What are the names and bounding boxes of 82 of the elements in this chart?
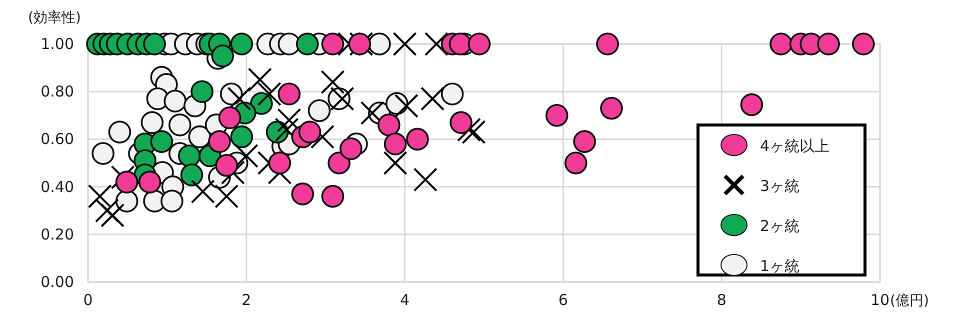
point (138, 170, 162, 194)
legend-label: 1ヶ統 (760, 257, 800, 275)
point (770, 32, 792, 56)
point (383, 151, 408, 175)
point (230, 32, 254, 56)
point (150, 130, 174, 153)
point (208, 130, 231, 153)
point (321, 32, 344, 56)
point (214, 184, 239, 208)
point (308, 99, 331, 122)
point (392, 32, 417, 56)
point (95, 198, 120, 223)
point (321, 184, 344, 208)
point (180, 164, 204, 186)
point (384, 132, 407, 156)
y-axis-title: (効率性) (28, 10, 81, 26)
y-tick-label: 0.40 (40, 178, 74, 196)
point (330, 86, 354, 111)
point (360, 101, 384, 126)
y-tick-label: 0.80 (40, 82, 74, 101)
x-tick-label: 2 (242, 291, 252, 309)
x-tick-label: 0 (83, 291, 93, 309)
point (600, 96, 623, 120)
point (440, 82, 464, 106)
point (274, 118, 299, 142)
point (413, 168, 438, 192)
point (218, 106, 242, 130)
y-tick-label: 0.60 (40, 130, 74, 148)
point (420, 86, 445, 111)
point (168, 114, 192, 136)
point (248, 68, 272, 92)
point (234, 144, 258, 168)
x-tick-label: 8 (716, 291, 726, 309)
point (368, 32, 391, 56)
point (190, 80, 214, 103)
point (596, 32, 619, 56)
x-tick-label: 6 (558, 291, 568, 309)
point (573, 130, 596, 153)
point (296, 32, 319, 56)
point (320, 70, 345, 94)
point (278, 82, 301, 106)
legend-label: 4ヶ統以上 (760, 137, 830, 155)
point (115, 170, 138, 194)
legend-label: 2ヶ統 (760, 217, 800, 235)
point (545, 104, 568, 127)
point (450, 111, 472, 134)
x-tick-label: 4 (400, 291, 410, 309)
point (268, 152, 292, 174)
point (88, 184, 112, 208)
point (164, 90, 187, 113)
point (740, 93, 764, 116)
x-tick-label: 10 (870, 291, 890, 309)
point (291, 182, 314, 206)
y-tick-label: 0.20 (40, 225, 74, 244)
point (188, 125, 212, 148)
point (406, 128, 429, 151)
point (817, 32, 840, 56)
y-tick-label: 0.00 (40, 273, 74, 291)
point (227, 86, 252, 111)
legend-label: 3ヶ統 (760, 177, 800, 195)
x-axis-title: (億円) (890, 293, 929, 309)
point (230, 125, 254, 148)
point (257, 82, 282, 106)
point (340, 137, 362, 160)
point (277, 108, 302, 132)
point (108, 120, 132, 144)
point (92, 142, 114, 165)
point (160, 190, 184, 212)
point (394, 94, 418, 118)
point (215, 154, 238, 177)
point (100, 203, 125, 228)
point (328, 152, 350, 174)
point (564, 152, 588, 174)
point (298, 120, 322, 144)
y-tick-label: 1.00 (40, 35, 74, 53)
point (190, 180, 215, 204)
point (378, 114, 400, 136)
point (140, 111, 164, 134)
point (178, 144, 201, 168)
point (462, 120, 486, 144)
point (211, 44, 234, 68)
point (852, 32, 875, 56)
